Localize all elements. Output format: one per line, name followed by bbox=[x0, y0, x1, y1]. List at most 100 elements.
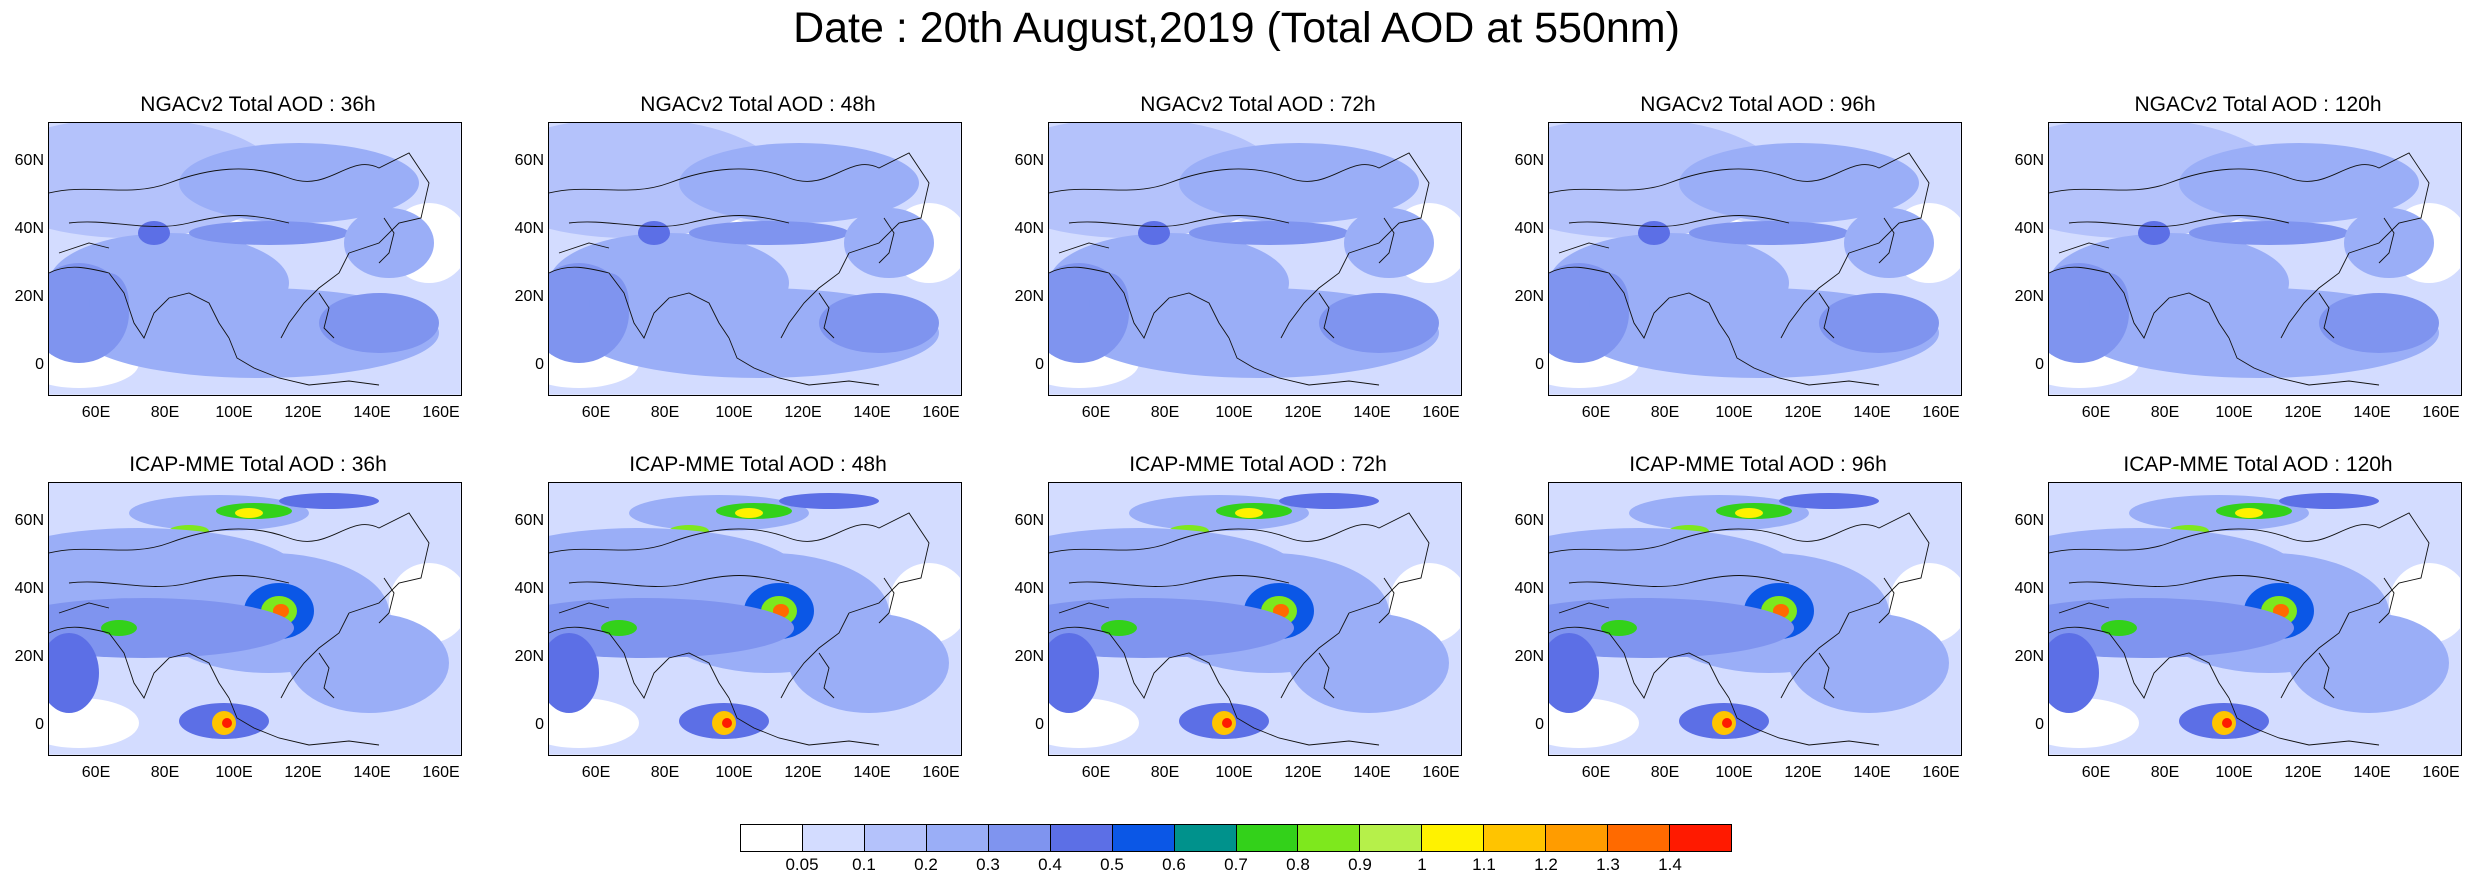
x-tick-label: 120E bbox=[1784, 764, 1822, 781]
x-tick-label: 160E bbox=[2422, 764, 2460, 781]
y-tick-label: 0 bbox=[35, 356, 44, 373]
aod-field-region bbox=[2138, 221, 2170, 245]
map-panel-ngac-96h: NGACv2 Total AOD : 96h 60N 40N 20N 0 60E… bbox=[1500, 92, 1962, 422]
y-tick-label: 40N bbox=[1014, 580, 1044, 597]
colorbar-swatch bbox=[1050, 825, 1113, 851]
aod-map-canvas bbox=[2049, 123, 2460, 394]
coastline bbox=[228, 697, 380, 746]
coastline bbox=[1280, 612, 1350, 699]
coastline bbox=[1878, 577, 1895, 624]
coastline bbox=[68, 575, 290, 587]
coastline bbox=[549, 626, 730, 699]
x-tick-label: 120E bbox=[2284, 404, 2322, 421]
coastline bbox=[49, 512, 430, 614]
coastline bbox=[558, 602, 610, 614]
x-tick-label: 140E bbox=[1853, 764, 1891, 781]
x-tick-label: 140E bbox=[853, 404, 891, 421]
y-tick-label: 40N bbox=[14, 580, 44, 597]
panel-title: NGACv2 Total AOD : 48h bbox=[640, 93, 876, 116]
x-tick-label: 160E bbox=[922, 404, 960, 421]
colorbar-label: 1.3 bbox=[1596, 855, 1620, 874]
colorbar-label: 1.1 bbox=[1472, 855, 1496, 874]
aod-field-region bbox=[138, 221, 170, 245]
aod-map-canvas bbox=[2049, 483, 2460, 754]
aod-field-region bbox=[2089, 273, 2129, 333]
coastline bbox=[1878, 217, 1895, 264]
aod-field-region bbox=[549, 598, 794, 658]
coastline bbox=[228, 337, 380, 386]
aod-map-canvas bbox=[549, 123, 960, 394]
aod-map bbox=[48, 122, 462, 396]
coastline bbox=[568, 575, 790, 587]
y-tick-label: 20N bbox=[2014, 648, 2044, 665]
aod-field-region bbox=[89, 273, 129, 333]
aod-field-region bbox=[689, 221, 849, 245]
y-tick-label: 20N bbox=[1014, 648, 1044, 665]
aod-field-region bbox=[2049, 633, 2099, 713]
aod-field-region bbox=[1179, 143, 1419, 223]
y-tick-label: 40N bbox=[2014, 220, 2044, 237]
coastline bbox=[549, 266, 730, 339]
coastline bbox=[1728, 697, 1880, 746]
y-tick-label: 0 bbox=[535, 356, 544, 373]
panel-title: ICAP-MME Total AOD : 72h bbox=[1129, 453, 1387, 476]
map-panel-icap-120h: ICAP-MME Total AOD : 120h 60N 40N 20N 0 … bbox=[2000, 452, 2462, 782]
x-tick-label: 100E bbox=[2215, 764, 2253, 781]
coastline bbox=[1228, 337, 1380, 386]
panel-title: NGACv2 Total AOD : 120h bbox=[2134, 93, 2382, 116]
aod-field-region bbox=[679, 143, 919, 223]
colorbar-label: 1.4 bbox=[1658, 855, 1682, 874]
aod-map-canvas bbox=[1549, 483, 1960, 754]
y-tick-label: 40N bbox=[1014, 220, 1044, 237]
aod-field-region bbox=[779, 493, 879, 509]
map-panel-ngac-72h: NGACv2 Total AOD : 72h 60N 40N 20N 0 60E… bbox=[1000, 92, 1462, 422]
coastline bbox=[1058, 602, 1110, 614]
x-tick-label: 60E bbox=[1081, 764, 1111, 781]
coastline bbox=[1058, 242, 1110, 254]
aod-map bbox=[1548, 122, 1962, 396]
aod-field-region bbox=[1138, 221, 1170, 245]
map-panel-ngac-120h: NGACv2 Total AOD : 120h 60N 40N 20N 0 60… bbox=[2000, 92, 2462, 422]
y-tick-label: 60N bbox=[1514, 512, 1544, 529]
coastline bbox=[2058, 242, 2110, 254]
colorbar-swatch bbox=[1174, 825, 1237, 851]
aod-field-region bbox=[1601, 620, 1637, 636]
coastline bbox=[818, 652, 835, 699]
coastline bbox=[280, 252, 350, 339]
coastline bbox=[1049, 512, 1430, 614]
colorbar-swatch bbox=[1236, 825, 1299, 851]
aod-field-region bbox=[1638, 221, 1670, 245]
map-panel-ngac-36h: NGACv2 Total AOD : 36h 60N 40N 20N 0 60E… bbox=[0, 92, 462, 422]
coastline bbox=[1818, 652, 1835, 699]
aod-field-region bbox=[1235, 508, 1263, 518]
x-tick-label: 140E bbox=[353, 764, 391, 781]
aod-field-region bbox=[1049, 633, 1099, 713]
aod-field-region bbox=[2189, 221, 2349, 245]
aod-field-region bbox=[1779, 493, 1879, 509]
x-tick-label: 160E bbox=[422, 404, 460, 421]
coastline bbox=[1049, 152, 1430, 254]
x-tick-label: 100E bbox=[1715, 404, 1753, 421]
colorbar-swatch bbox=[1484, 825, 1547, 851]
coastline bbox=[378, 577, 395, 624]
aod-field-region bbox=[49, 598, 294, 658]
coastline bbox=[558, 242, 610, 254]
y-tick-label: 0 bbox=[1035, 716, 1044, 733]
coastline bbox=[2280, 252, 2350, 339]
aod-field-region bbox=[1819, 293, 1939, 353]
x-tick-label: 140E bbox=[2353, 404, 2391, 421]
coastline bbox=[1318, 292, 1335, 339]
colorbar-swatch bbox=[926, 825, 989, 851]
y-tick-label: 20N bbox=[2014, 288, 2044, 305]
y-tick-label: 0 bbox=[1535, 356, 1544, 373]
aod-map bbox=[2048, 122, 2462, 396]
aod-map-canvas bbox=[1549, 123, 1960, 394]
map-panel-ngac-48h: NGACv2 Total AOD : 48h 60N 40N 20N 0 60E… bbox=[500, 92, 962, 422]
coastline bbox=[1378, 217, 1395, 264]
aod-field-region bbox=[179, 143, 419, 223]
x-tick-label: 140E bbox=[353, 404, 391, 421]
colorbar-swatch bbox=[1546, 825, 1609, 851]
colorbar-swatch bbox=[802, 825, 865, 851]
colorbar-swatch bbox=[1112, 825, 1175, 851]
aod-field-region bbox=[735, 508, 763, 518]
